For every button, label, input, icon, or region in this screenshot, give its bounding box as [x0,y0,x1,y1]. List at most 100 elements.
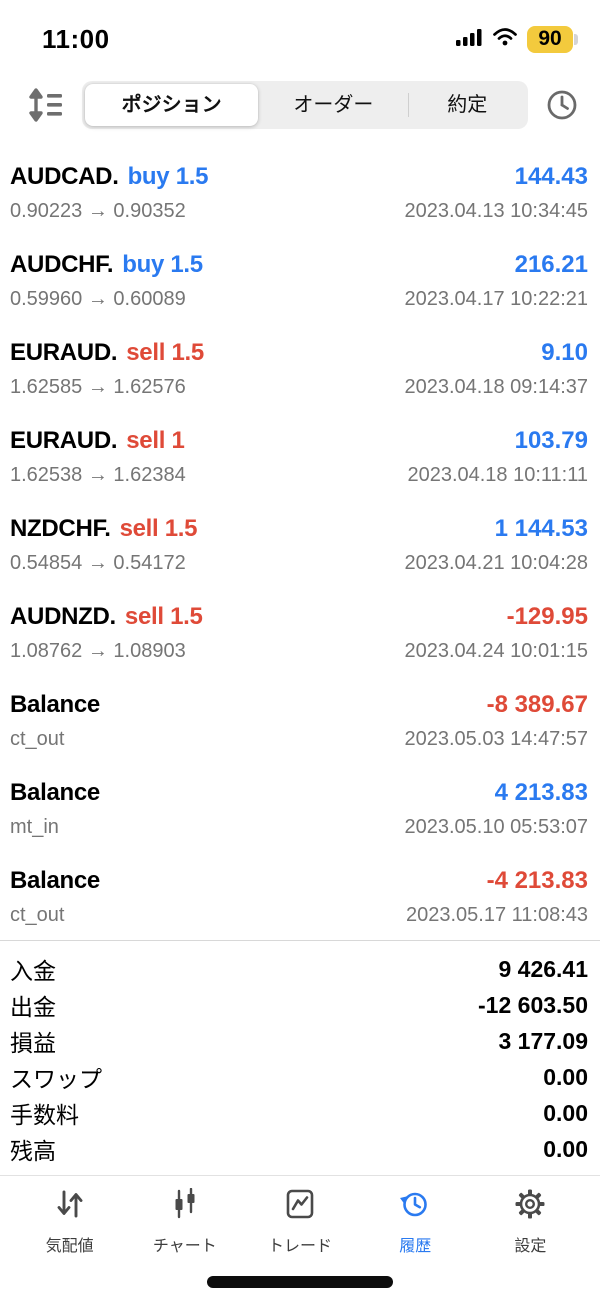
deal-time: 2023.05.03 14:47:57 [404,728,588,750]
deal-side: sell 1.5 [119,515,198,542]
deal-profit: -129.95 [506,603,588,630]
deal-side: sell 1.5 [124,603,203,630]
account-summary: 入金 9 426.41 出金 -12 603.50 損益 3 177.09 スワ… [0,940,600,1175]
tab-fills[interactable]: 約定 [447,94,488,116]
summary-value: 9 426.41 [498,955,588,982]
deal-profit: 216.21 [514,251,588,278]
history-icon [398,1188,432,1225]
gear-icon [513,1188,547,1225]
history-row[interactable]: NZDCHF. sell 1.5 1 144.53 0.54854 → 0.541… [10,500,588,588]
summary-label: 入金 [10,958,56,984]
summary-row-profit: 損益 3 177.09 [10,1023,588,1059]
history-list: AUDCAD. buy 1.5 144.43 0.90223 → 0.90352 … [0,146,600,940]
deal-time: 2023.04.18 09:14:37 [404,376,588,398]
tab-divider [408,93,410,117]
nav-charts[interactable]: チャート [127,1187,242,1256]
deal-comment: ct_out [10,728,65,750]
history-row[interactable]: Balance 4 213.83 mt_in 2023.05.10 05:53:… [10,764,588,852]
nav-quotes[interactable]: 気配値 [12,1188,127,1256]
nav-label: チャート [152,1238,217,1255]
summary-value: -12 603.50 [478,991,588,1018]
summary-row-swap: スワップ 0.00 [10,1059,588,1095]
deal-time: 2023.04.21 10:04:28 [404,552,588,574]
summary-row-withdrawal: 出金 -12 603.50 [10,987,588,1023]
deal-profit: 4 213.83 [494,779,588,806]
summary-row-commission: 手数料 0.00 [10,1095,588,1131]
battery-nub [574,33,578,45]
history-row[interactable]: AUDCAD. buy 1.5 144.43 0.90223 → 0.90352 … [10,148,588,236]
history-row[interactable]: EURAUD. sell 1 103.79 1.62538 → 1.62384 2… [10,412,588,500]
summary-row-balance: 残高 0.00 [10,1131,588,1167]
symbol-label: Balance [10,691,100,718]
nav-settings[interactable]: 設定 [473,1188,588,1256]
nav-label: 設定 [514,1238,547,1255]
summary-row-deposit: 入金 9 426.41 [10,951,588,987]
home-indicator[interactable] [207,1276,393,1288]
deal-profit: 144.43 [514,163,588,190]
deal-comment: ct_out [10,904,65,926]
battery-percent: 90 [527,25,573,53]
history-row[interactable]: Balance -8 389.67 ct_out 2023.05.03 14:4… [10,676,588,764]
deal-time: 2023.04.18 10:11:11 [407,464,588,486]
summary-label: スワップ [10,1066,102,1092]
deal-profit: 103.79 [514,427,588,454]
summary-value: 0.00 [543,1063,588,1090]
tab-positions[interactable]: ポジション [85,84,259,126]
deal-side: buy 1.5 [122,251,203,278]
nav-trade[interactable]: トレード [242,1188,357,1256]
deal-time: 2023.04.13 10:34:45 [404,200,588,222]
deal-profit: -8 389.67 [486,691,588,718]
deal-time: 2023.05.17 11:08:43 [405,904,588,926]
nav-history[interactable]: 履歴 [358,1188,473,1256]
bottom-nav: 気配値 チャート トレード [0,1175,600,1256]
symbol-label: Balance [10,779,100,806]
history-row[interactable]: Balance -4 213.83 ct_out 2023.05.17 11:0… [10,852,588,940]
history-row[interactable]: AUDCHF. buy 1.5 216.21 0.59960 → 0.60089 … [10,236,588,324]
symbol-label: EURAUD. [10,339,118,366]
candlestick-chart-icon [168,1187,202,1225]
history-tabs: ポジション オーダー 約定 [82,81,528,129]
battery-indicator: 90 [527,25,578,53]
wifi-icon [492,27,518,51]
summary-label: 残高 [10,1138,56,1164]
deal-time: 2023.04.17 10:22:21 [404,288,588,310]
deal-side: sell 1 [126,427,185,454]
history-row[interactable]: AUDNZD. sell 1.5 -129.95 1.08762 → 1.0890… [10,588,588,676]
deal-profit: 1 144.53 [494,515,588,542]
quotes-icon [53,1188,87,1225]
time-filter-icon[interactable] [544,87,580,123]
deal-side: buy 1.5 [127,163,209,190]
summary-label: 手数料 [10,1102,79,1128]
deal-profit: -4 213.83 [486,867,588,894]
summary-value: 0.00 [543,1135,588,1162]
deal-prices: 1.08762 → 1.08903 [10,640,186,662]
deal-prices: 1.62538 → 1.62384 [10,464,186,486]
nav-label: 気配値 [45,1238,94,1255]
header: ポジション オーダー 約定 [0,64,600,146]
symbol-label: EURAUD. [10,427,118,454]
symbol-label: AUDCAD. [10,163,119,190]
symbol-label: AUDNZD. [10,603,116,630]
summary-label: 損益 [10,1030,56,1056]
deal-prices: 0.59960 → 0.60089 [10,288,186,310]
nav-label: 履歴 [399,1238,432,1255]
deal-time: 2023.05.10 05:53:07 [404,816,588,838]
clock-time: 11:00 [42,23,110,54]
deal-prices: 0.90223 → 0.90352 [10,200,186,222]
trade-icon [283,1188,317,1225]
summary-label: 出金 [10,994,56,1020]
symbol-label: Balance [10,867,100,894]
tab-orders[interactable]: オーダー [293,94,374,116]
deal-side: sell 1.5 [126,339,204,366]
deal-prices: 0.54854 → 0.54172 [10,552,186,574]
nav-label: トレード [268,1238,333,1255]
symbol-label: AUDCHF. [10,251,114,278]
deal-prices: 1.62585 → 1.62576 [10,376,186,398]
symbol-label: NZDCHF. [10,515,111,542]
history-row[interactable]: EURAUD. sell 1.5 9.10 1.62585 → 1.62576 2… [10,324,588,412]
summary-value: 0.00 [543,1099,588,1126]
sort-icon[interactable] [26,87,66,123]
signal-icon [456,28,483,51]
status-bar: 11:00 90 [0,0,600,64]
summary-value: 3 177.09 [498,1027,588,1054]
